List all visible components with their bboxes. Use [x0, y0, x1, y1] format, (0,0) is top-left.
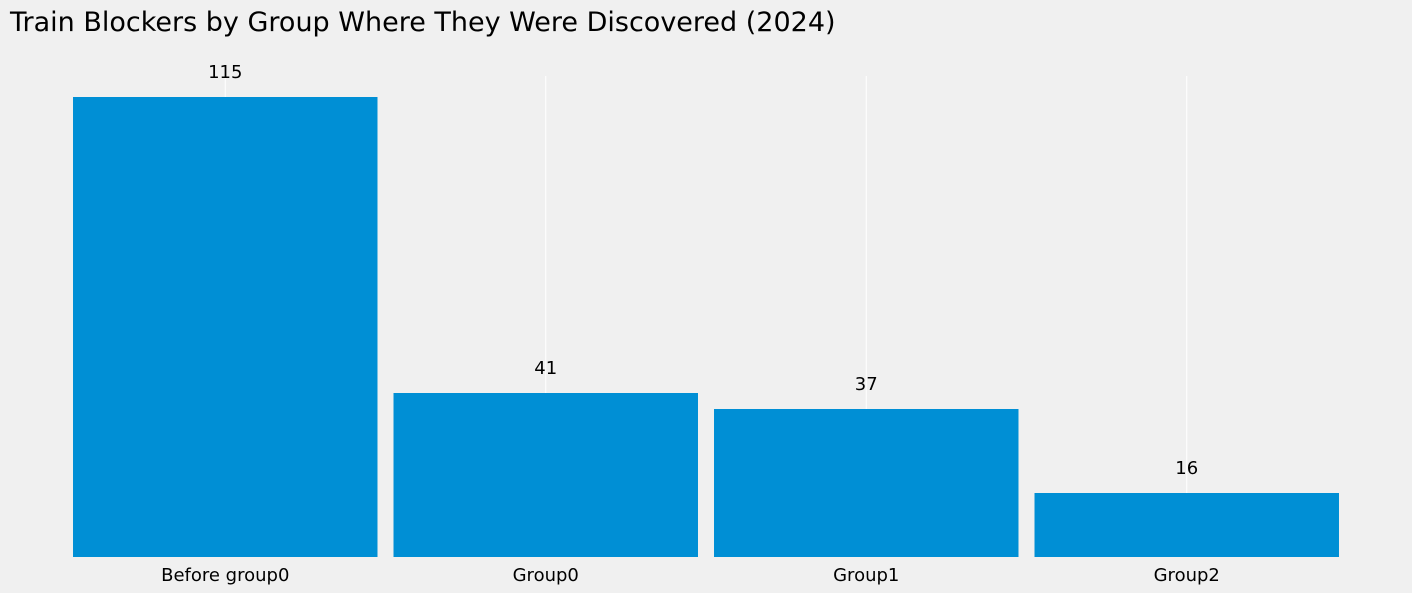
- data-labels: 115 41 37 16: [208, 62, 1198, 479]
- x-tick-label: Group0: [513, 565, 579, 586]
- bar-before-group0: [73, 97, 378, 557]
- x-tick-label: Before group0: [161, 565, 289, 586]
- x-tick-label: Group1: [833, 565, 899, 586]
- bar-group2: [1034, 493, 1339, 557]
- bar-group0: [393, 393, 698, 557]
- data-label: 41: [534, 358, 557, 379]
- bar-group1: [714, 409, 1019, 557]
- data-label: 16: [1175, 458, 1198, 479]
- chart-title: Train Blockers by Group Where They Were …: [10, 7, 836, 38]
- data-label: 37: [855, 374, 878, 395]
- bars: [73, 97, 1339, 557]
- data-label: 115: [208, 62, 242, 83]
- x-tick-label: Group2: [1154, 565, 1220, 586]
- x-axis-tick-labels: Before group0 Group0 Group1 Group2: [161, 565, 1220, 586]
